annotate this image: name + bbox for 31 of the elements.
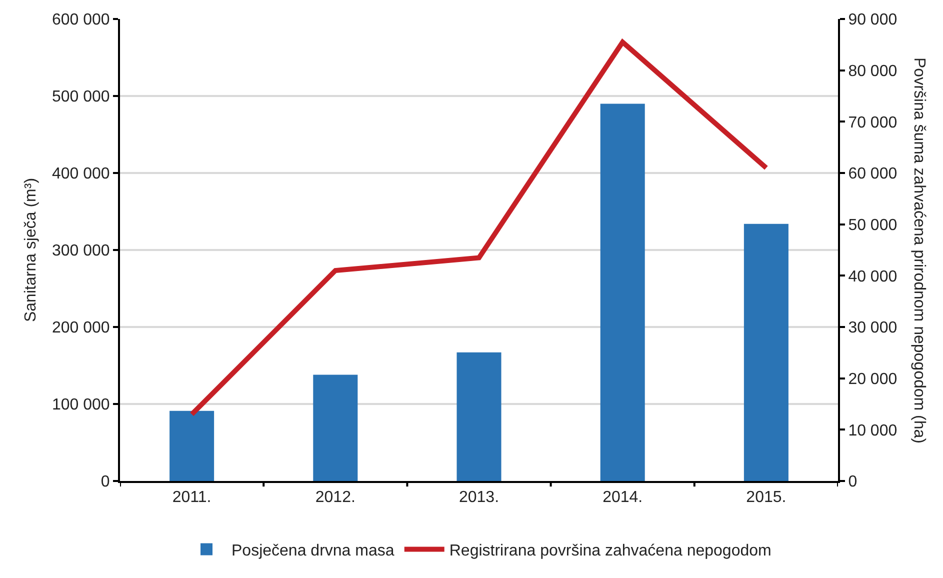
bar [744,224,788,481]
y2-tick-label: 10 000 [848,422,898,440]
bar [170,410,214,481]
y-tick-label: 600 000 [52,12,110,29]
y2-tick-label: 60 000 [848,166,898,183]
legend-label: Registrirana površina zahvaćena nepogodom [449,542,772,560]
bar [456,352,502,481]
x-tick-label: 2015. [746,489,786,506]
y2-tick-label: 90 000 [848,12,898,29]
y-tick-label: 100 000 [52,396,110,414]
y2-tick-label: 50 000 [848,216,898,234]
y2-tick-label: 20 000 [848,370,898,388]
y-tick-label: 0 [100,474,110,491]
x-tick-label: 2011. [172,489,212,506]
y-tick-label: 200 000 [52,320,110,337]
y2-tick-label: 0 [848,474,858,491]
y-tick-label: 500 000 [52,88,110,106]
y2-tick-label: 70 000 [848,114,898,132]
bar [313,374,358,481]
x-tick-label: 2013. [458,489,500,506]
x-tick-label: 2014. [602,489,643,506]
y-tick-label: 300 000 [52,242,110,260]
legend-label: Posječena drvna masa [232,542,394,560]
y2-tick-label: 30 000 [848,320,898,337]
bar [600,104,645,481]
x-tick-label: 2012. [315,489,356,506]
y2-tick-label: 40 000 [848,268,898,286]
y2-axis-title: Površina šuma zahvaćena prirodnom nepogodom (ha) [910,58,928,444]
y-axis-title: Sanitarna sječa (m³) [22,178,40,322]
y2-tick-label: 80 000 [848,62,898,80]
y-tick-label: 400 000 [52,166,110,183]
